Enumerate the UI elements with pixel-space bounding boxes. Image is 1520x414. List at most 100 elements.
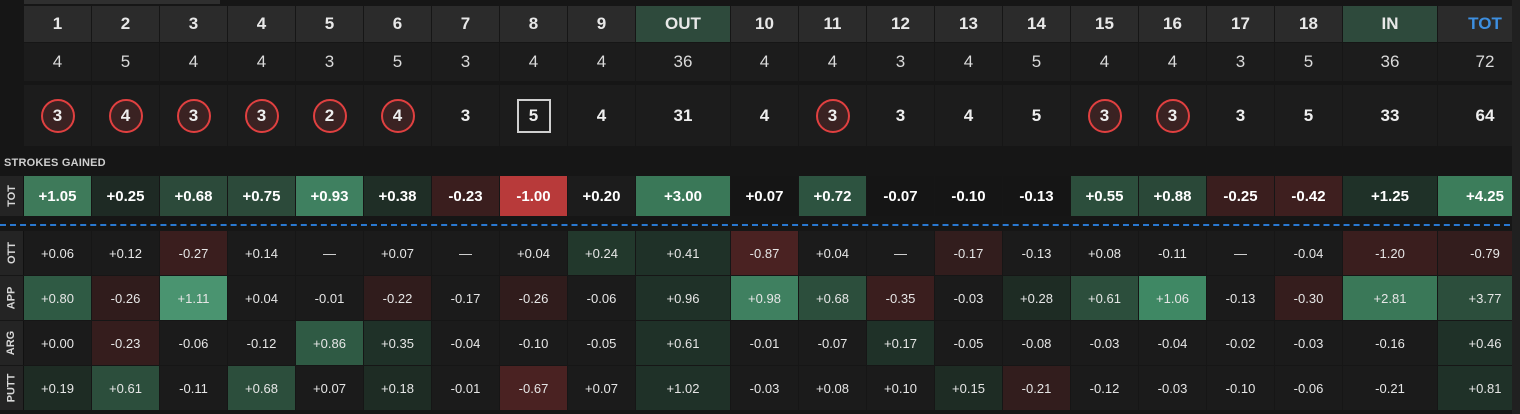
sg-cell: +0.35 <box>364 321 431 365</box>
sg-cell: -0.21 <box>1003 366 1070 410</box>
sg-cell: -0.13 <box>1003 176 1070 216</box>
sg-cell: +0.07 <box>364 231 431 275</box>
par-cell: 4 <box>1071 43 1138 81</box>
birdie-marker: 3 <box>176 98 211 133</box>
hole-header-10: 10 <box>731 6 798 42</box>
hole-header-3: 3 <box>160 6 227 42</box>
hole-header-15: 15 <box>1071 6 1138 42</box>
hole-header-4: 4 <box>228 6 295 42</box>
sg-cell: -0.16 <box>1343 321 1437 365</box>
sg-cell: +0.93 <box>296 176 363 216</box>
sg-cell: — <box>296 231 363 275</box>
sg-cell: +3.77 <box>1438 276 1520 320</box>
sg-cell: +0.68 <box>228 366 295 410</box>
sg-cell: -0.07 <box>799 321 866 365</box>
sg-cell: +0.88 <box>1139 176 1206 216</box>
par-cell: 5 <box>92 43 159 81</box>
par-cell: 72 <box>1438 43 1520 81</box>
score-cell: 3 <box>160 85 227 146</box>
score-cell: 64 <box>1438 85 1520 146</box>
sg-cell: +0.61 <box>636 321 730 365</box>
sg-cell: +1.06 <box>1139 276 1206 320</box>
sg-cell: +0.12 <box>92 231 159 275</box>
sg-cell: +0.20 <box>568 176 635 216</box>
hole-header-row: 1 2 3 4 5 6 7 8 9 OUT 10 11 12 13 14 15 16 17 18 IN TOT <box>24 6 1520 42</box>
hole-header-6: 6 <box>364 6 431 42</box>
bogey-marker: 5 <box>516 98 551 133</box>
sg-cell: +0.08 <box>799 366 866 410</box>
score-cell: 5 <box>500 85 567 146</box>
sg-cell: +0.28 <box>1003 276 1070 320</box>
hole-header-out: OUT <box>636 6 730 42</box>
sg-cell: +0.04 <box>500 231 567 275</box>
par-cell: 4 <box>1139 43 1206 81</box>
hole-header-13: 13 <box>935 6 1002 42</box>
sg-cell: -0.06 <box>160 321 227 365</box>
par-cell: 3 <box>1207 43 1274 81</box>
score-cell: 3 <box>1071 85 1138 146</box>
score-cell: 3 <box>1207 85 1274 146</box>
sg-cell: -0.11 <box>1139 231 1206 275</box>
sg-cell: -0.03 <box>1071 321 1138 365</box>
sg-cell: -0.87 <box>731 231 798 275</box>
strokes-gained-total-row: +1.05 +0.25 +0.68 +0.75 +0.93 +0.38 -0.23 -1.00… <box>24 176 1520 216</box>
sg-cell: -0.23 <box>92 321 159 365</box>
score-cell: 4 <box>92 85 159 146</box>
sg-cell: +0.81 <box>1438 366 1520 410</box>
par-row: 4 5 4 4 3 5 3 4 4 36 4 4 3 4 5 4 4 3 5 36 72 <box>24 43 1520 81</box>
hole-header-7: 7 <box>432 6 499 42</box>
score-cell: 4 <box>568 85 635 146</box>
hole-header-9: 9 <box>568 6 635 42</box>
sg-cell: -0.17 <box>935 231 1002 275</box>
par-cell: 4 <box>935 43 1002 81</box>
score-cell: 3 <box>867 85 934 146</box>
par-cell: 3 <box>296 43 363 81</box>
hole-header-8: 8 <box>500 6 567 42</box>
score-cell: 33 <box>1343 85 1437 146</box>
par-cell: 4 <box>799 43 866 81</box>
score-row: 3 4 3 3 2 4 3 5 4 31 4 3 3 4 5 3 3 3 5 33 64 <box>24 85 1520 146</box>
sg-cell: +0.15 <box>935 366 1002 410</box>
sg-cell: -0.03 <box>1275 321 1342 365</box>
sg-cell: -0.06 <box>568 276 635 320</box>
sg-cell: +0.14 <box>228 231 295 275</box>
sg-cell: +0.61 <box>92 366 159 410</box>
scrollbar[interactable] <box>1512 0 1520 414</box>
sg-cell: -0.35 <box>867 276 934 320</box>
hole-header-in: IN <box>1343 6 1437 42</box>
sg-cell: -0.01 <box>731 321 798 365</box>
strokes-gained-label: STROKES GAINED <box>4 157 106 169</box>
birdie-marker: 2 <box>312 98 347 133</box>
sg-cell: -0.26 <box>92 276 159 320</box>
sg-cell: +0.72 <box>799 176 866 216</box>
sg-cell: -0.07 <box>867 176 934 216</box>
par-cell: 5 <box>1275 43 1342 81</box>
score-cell: 31 <box>636 85 730 146</box>
sg-cell: -0.30 <box>1275 276 1342 320</box>
sg-cell: +0.07 <box>296 366 363 410</box>
sg-cell: +0.61 <box>1071 276 1138 320</box>
sg-cell: +1.05 <box>24 176 91 216</box>
sg-cell: +2.81 <box>1343 276 1437 320</box>
birdie-marker: 3 <box>815 98 850 133</box>
sg-cell: +0.68 <box>160 176 227 216</box>
sg-cell: -0.01 <box>432 366 499 410</box>
hole-header-tot: TOT <box>1438 6 1520 42</box>
sg-cell: -1.00 <box>500 176 567 216</box>
birdie-marker: 3 <box>244 98 279 133</box>
score-cell: 4 <box>731 85 798 146</box>
sg-cell: -0.23 <box>432 176 499 216</box>
row-label-arg: ARG <box>0 321 24 365</box>
sg-cell: +0.07 <box>731 176 798 216</box>
sg-cell: +1.11 <box>160 276 227 320</box>
sg-cell: +0.38 <box>364 176 431 216</box>
sg-cell: +0.06 <box>24 231 91 275</box>
strokes-gained-ott-row: +0.06 +0.12 -0.27 +0.14— +0.07— +0.04 +0.24 +0.… <box>24 231 1520 275</box>
sg-cell: +0.75 <box>228 176 295 216</box>
sg-cell: +0.24 <box>568 231 635 275</box>
row-label-app: APP <box>0 276 24 320</box>
hole-header-14: 14 <box>1003 6 1070 42</box>
hole-header-2: 2 <box>92 6 159 42</box>
par-cell: 4 <box>731 43 798 81</box>
strokes-gained-app-row: +0.80 -0.26 +1.11 +0.04 -0.01 -0.22 -0.17 -0.26… <box>24 276 1520 320</box>
